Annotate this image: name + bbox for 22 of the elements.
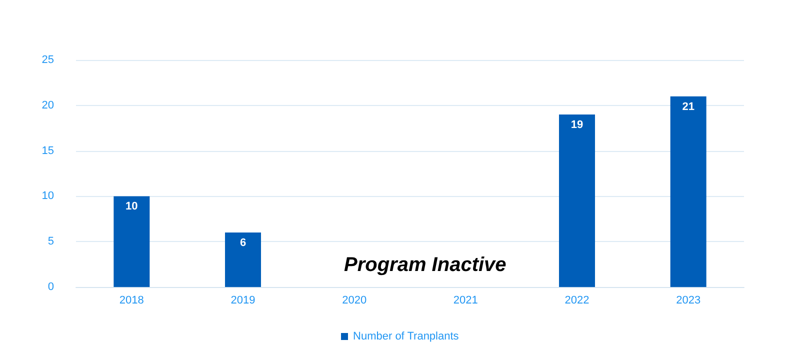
y-tick-label: 20 xyxy=(42,99,54,112)
y-tick-label: 0 xyxy=(48,281,54,293)
data-label: 19 xyxy=(570,118,584,131)
bar xyxy=(559,114,595,287)
data-label: 6 xyxy=(240,237,246,250)
x-tick-label: 2023 xyxy=(676,294,701,306)
x-tick-label: 2021 xyxy=(453,294,478,306)
annotation: Program Inactive xyxy=(344,254,506,276)
data-label: 21 xyxy=(682,100,694,113)
data-label: 10 xyxy=(126,200,138,213)
y-tick-label: 15 xyxy=(42,144,54,157)
x-tick-label: 2018 xyxy=(119,294,144,306)
x-tick-label: 2020 xyxy=(342,294,367,306)
x-tick-label: 2019 xyxy=(230,294,256,306)
y-tick-label: 5 xyxy=(48,236,54,248)
legend-label: Number of Tranplants xyxy=(353,330,460,342)
bar xyxy=(114,196,150,287)
bar xyxy=(670,96,706,287)
x-tick-label: 2022 xyxy=(564,294,590,306)
y-tick-label: 10 xyxy=(42,190,54,202)
bar xyxy=(225,232,261,287)
y-tick-label: 25 xyxy=(42,54,54,66)
